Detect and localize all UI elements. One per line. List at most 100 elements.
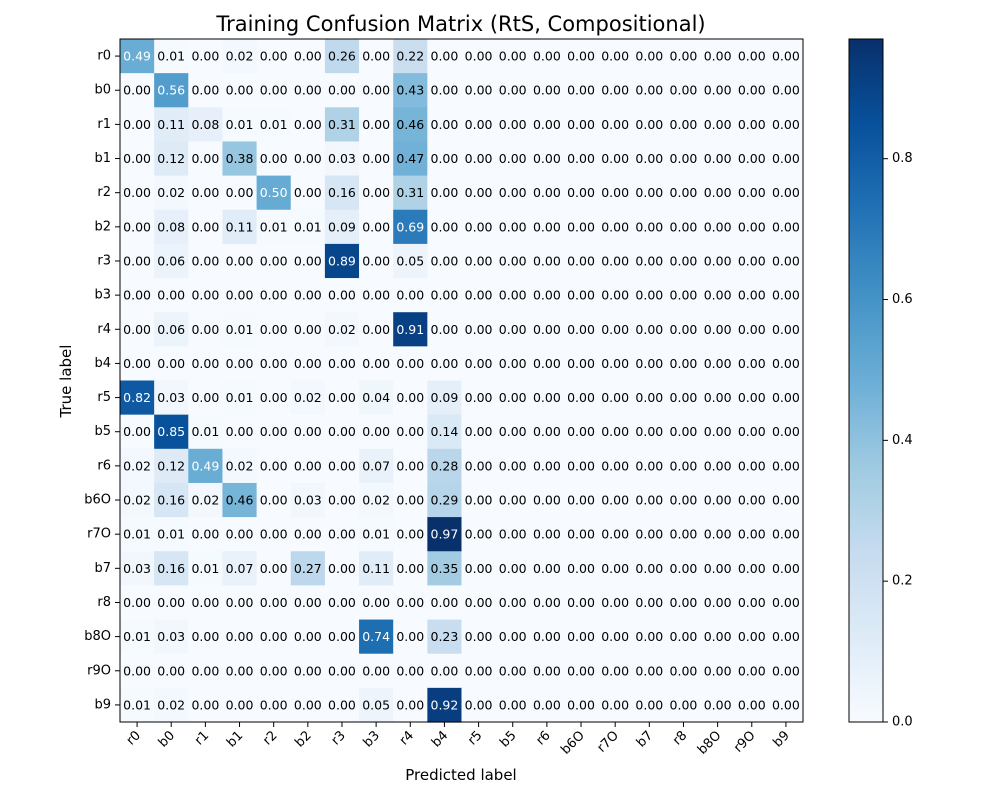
heatmap-cell [734, 346, 770, 382]
heatmap-cell [427, 585, 463, 621]
cell-value-label: 0.00 [670, 663, 698, 678]
heatmap-cell [324, 414, 360, 450]
cell-value-label: 0.00 [499, 595, 527, 610]
heatmap-cell [290, 585, 326, 621]
colorbar-tick-label: 0.2 [892, 574, 913, 589]
cell-value-label: 0.00 [738, 83, 766, 98]
heatmap-cell [188, 107, 224, 143]
cell-value-label: 0.00 [772, 458, 800, 473]
heatmap-cell [495, 687, 531, 723]
cell-value-label: 0.00 [431, 595, 459, 610]
cell-value-label: 0.00 [294, 83, 322, 98]
heatmap-cell [359, 73, 394, 108]
heatmap-cell [632, 414, 667, 450]
cell-value-label: 0.00 [294, 49, 322, 64]
cell-value-label: 0.00 [191, 185, 219, 200]
heatmap-cell [529, 551, 565, 586]
heatmap-cell [427, 551, 463, 586]
cell-value-label: 0.00 [499, 356, 527, 371]
heatmap-cell [222, 278, 258, 313]
heatmap-cell [495, 141, 531, 177]
heatmap-cell [529, 107, 565, 143]
cell-value-label: 0.00 [772, 390, 800, 405]
heatmap-cell [256, 414, 292, 450]
heatmap-cell [632, 585, 667, 621]
heatmap-cell [393, 175, 428, 211]
cell-value-label: 0.00 [328, 595, 356, 610]
heatmap-cell [324, 312, 360, 347]
heatmap-cell [154, 414, 189, 450]
heatmap-cell [563, 107, 599, 143]
heatmap-cell [700, 551, 736, 586]
cell-value-label: 0.00 [191, 629, 219, 644]
cell-value-label: 0.00 [567, 49, 595, 64]
heatmap-cell [324, 175, 360, 211]
cell-value-label: 0.00 [704, 253, 732, 268]
heatmap-cell [666, 551, 702, 586]
heatmap-cell [290, 653, 326, 689]
cell-value-label: 0.00 [601, 458, 629, 473]
cell-value-label: 0.01 [123, 697, 151, 712]
cell-value-label: 0.00 [772, 117, 800, 132]
heatmap-cell [393, 278, 428, 313]
cell-value-label: 0.00 [226, 424, 254, 439]
cell-value-label: 0.00 [260, 151, 288, 166]
y-tick-label: r6 [97, 458, 111, 473]
cell-value-label: 0.00 [567, 151, 595, 166]
cell-value-label: 0.00 [499, 288, 527, 303]
heatmap-cell [495, 448, 531, 484]
heatmap-cell [324, 551, 360, 586]
cell-value-label: 0.01 [191, 561, 219, 576]
cell-value-label: 0.00 [533, 697, 561, 712]
heatmap-cell [666, 107, 702, 143]
cell-value-label: 0.00 [499, 219, 527, 234]
heatmap-cell [359, 312, 394, 347]
cell-value-label: 0.00 [226, 663, 254, 678]
cell-value-label: 0.00 [567, 185, 595, 200]
heatmap-cell [120, 175, 155, 211]
heatmap-cell [222, 243, 258, 279]
cell-value-label: 0.00 [772, 629, 800, 644]
cell-value-label: 0.00 [465, 117, 493, 132]
heatmap-cell [256, 448, 292, 484]
colorbar-tick-label: 0.6 [892, 292, 913, 307]
heatmap-cell [461, 414, 497, 450]
cell-value-label: 0.00 [431, 117, 459, 132]
heatmap-cell [154, 551, 189, 586]
cell-value-label: 0.00 [772, 356, 800, 371]
cell-value-label: 0.00 [772, 322, 800, 337]
heatmap-cell [632, 448, 667, 484]
heatmap-cell [700, 278, 736, 313]
heatmap-cell [666, 312, 702, 347]
cell-value-label: 0.00 [396, 390, 424, 405]
y-tick-label: b6O [84, 493, 111, 508]
heatmap-cell [529, 687, 565, 723]
cell-value-label: 0.00 [738, 458, 766, 473]
cell-value-label: 0.00 [601, 697, 629, 712]
heatmap-cell [393, 619, 428, 655]
cell-value-label: 0.00 [260, 595, 288, 610]
cell-value-label: 0.00 [738, 253, 766, 268]
cell-value-label: 0.00 [670, 322, 698, 337]
heatmap-cell [495, 346, 531, 382]
cell-value-label: 0.00 [738, 390, 766, 405]
x-tick-label: r7O [595, 728, 622, 755]
cell-value-label: 0.00 [567, 219, 595, 234]
heatmap-cell [461, 312, 497, 347]
heatmap-cell [188, 346, 224, 382]
cell-value-label: 0.00 [431, 253, 459, 268]
heatmap-cell [427, 209, 463, 245]
heatmap-cell [529, 448, 565, 484]
cell-value-label: 0.00 [601, 629, 629, 644]
cell-value-label: 0.00 [635, 697, 663, 712]
cell-value-label: 0.00 [191, 527, 219, 542]
heatmap-cell [154, 517, 189, 552]
cell-value-label: 0.00 [533, 663, 561, 678]
heatmap-cell [734, 482, 770, 518]
cell-value-label: 0.03 [328, 151, 356, 166]
cell-value-label: 0.00 [191, 219, 219, 234]
heatmap-cell [734, 141, 770, 177]
heatmap-cell [563, 209, 599, 245]
heatmap-cell [529, 141, 565, 177]
cell-value-label: 0.00 [738, 356, 766, 371]
